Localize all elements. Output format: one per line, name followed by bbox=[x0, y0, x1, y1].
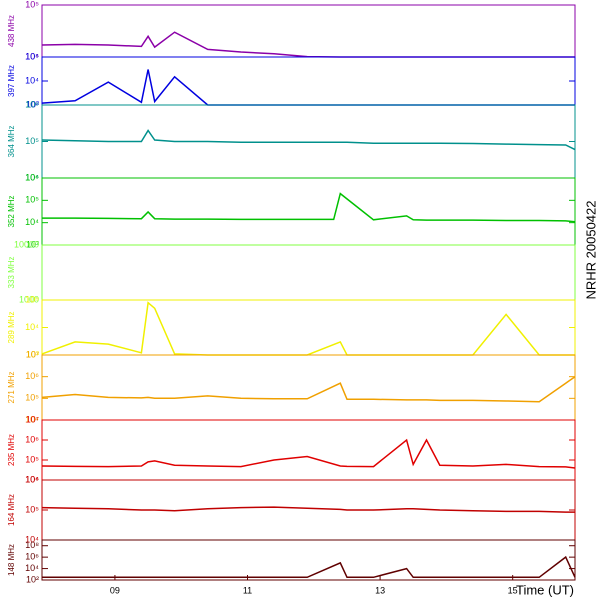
panel-frame bbox=[41, 419, 576, 481]
panel-frame bbox=[41, 354, 576, 421]
y-axis-label: 271 MHz bbox=[7, 371, 16, 403]
y-tick-label: 10⁸ bbox=[25, 540, 39, 550]
data-line bbox=[41, 69, 575, 106]
y-tick-label: 10⁶ bbox=[25, 99, 39, 109]
y-tick-label: 10⁵ bbox=[25, 294, 39, 304]
panel-frame bbox=[41, 56, 576, 106]
y-tick-label: 10⁷ bbox=[26, 414, 39, 424]
x-tick-label: 15 bbox=[508, 585, 518, 595]
data-line bbox=[42, 192, 576, 223]
y-axis-label: 235 MHz bbox=[7, 434, 16, 466]
data-line bbox=[41, 301, 575, 356]
y-tick-label: 10⁵ bbox=[25, 454, 39, 464]
panel-frame bbox=[41, 539, 576, 581]
y-tick-label: 10⁴ bbox=[25, 534, 39, 544]
y-tick-label: 10⁶ bbox=[25, 552, 39, 562]
y-tick-label: 10⁶ bbox=[25, 172, 39, 182]
y-tick-label: 10⁴ bbox=[25, 414, 39, 424]
y-tick-label: 10⁶ bbox=[25, 434, 39, 444]
side-title: NRHR 20050422 bbox=[583, 200, 598, 299]
y-tick-label: 10⁴ bbox=[25, 51, 39, 61]
y-tick-label: 10² bbox=[26, 574, 39, 584]
panel-frame bbox=[41, 177, 576, 246]
y-tick-label: 10⁴ bbox=[25, 217, 39, 227]
y-tick-label: 10⁴ bbox=[25, 563, 39, 573]
y-tick-label: 10³ bbox=[26, 349, 39, 359]
x-tick-label: 13 bbox=[375, 585, 385, 595]
y-axis-label: 148 MHz bbox=[7, 544, 16, 576]
y-tick-label: 10000 bbox=[14, 239, 39, 249]
y-tick-label: 10⁴ bbox=[25, 172, 39, 182]
y-tick-label: 10⁴ bbox=[25, 75, 39, 85]
x-tick-label: 11 bbox=[243, 585, 252, 595]
y-axis-label: 164 MHz bbox=[7, 494, 16, 526]
y-axis-label: 352 MHz bbox=[7, 195, 16, 227]
data-line bbox=[42, 555, 576, 579]
y-tick-label: 10⁵ bbox=[25, 136, 39, 146]
y-tick-label: 10⁷ bbox=[26, 349, 39, 359]
x-tick-label: 09 bbox=[110, 585, 120, 595]
y-tick-label: 10⁶ bbox=[25, 371, 39, 381]
y-axis-label: 438 MHz bbox=[7, 15, 16, 47]
data-line bbox=[41, 376, 576, 403]
panel-frame bbox=[41, 4, 576, 58]
y-tick-label: 10³ bbox=[26, 99, 39, 109]
y-tick-label: 10⁶ bbox=[25, 474, 39, 484]
y-tick-label: 10⁵ bbox=[25, 51, 39, 61]
y-tick-label: 10⁵ bbox=[25, 0, 39, 9]
y-axis-label: 289 MHz bbox=[7, 311, 16, 343]
y-tick-label: 10³ bbox=[26, 239, 39, 249]
panel-frame bbox=[41, 244, 576, 301]
x-axis-label: Time (UT) bbox=[516, 582, 574, 597]
data-line bbox=[41, 129, 576, 151]
y-tick-label: 10⁵ bbox=[25, 504, 39, 514]
y-tick-label: 10⁴ bbox=[25, 322, 39, 332]
y-tick-label: 1000 bbox=[19, 294, 39, 304]
y-tick-label: 10⁵ bbox=[25, 195, 39, 205]
data-line bbox=[41, 31, 575, 58]
y-axis-label: 364 MHz bbox=[7, 125, 16, 157]
data-line bbox=[41, 438, 576, 469]
y-tick-label: 10⁴ bbox=[25, 474, 39, 484]
y-tick-label: 10⁵ bbox=[25, 393, 39, 403]
y-axis-label: 397 MHz bbox=[7, 65, 16, 97]
data-line bbox=[41, 506, 575, 513]
y-axis-label: 333 MHz bbox=[7, 256, 16, 288]
